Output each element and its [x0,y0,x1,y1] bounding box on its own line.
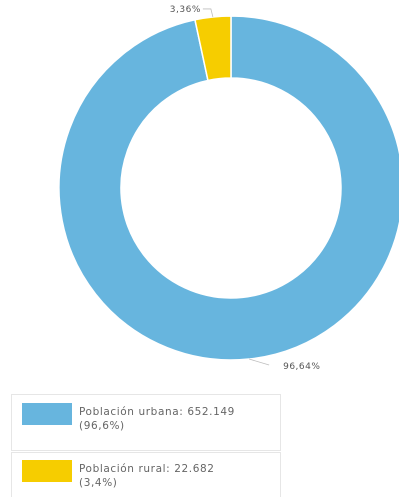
data-label-rural: 3,36% [170,5,201,15]
leader-line-rural [202,8,214,18]
legend-line-rural-percent: (3,4%) [79,477,118,489]
donut-slice-urban [58,15,399,361]
donut-slice-rural [194,15,232,82]
legend-line-urban-percent: (96,6%) [79,420,125,432]
leader-line-urban [249,358,270,366]
legend-label-rural: Población rural: 22.682 (3,4%) [79,462,215,490]
legend-line-urban-value: Población urbana: 652.149 [79,406,235,418]
data-label-urban: 96,64% [283,362,320,372]
legend-swatch-urban [22,403,72,425]
legend-label-urban: Población urbana: 652.149 (96,6%) [79,405,235,433]
legend-item-urban: Población urbana: 652.149 (96,6%) [11,394,281,451]
legend-line-rural-value: Población rural: 22.682 [79,463,215,475]
legend-item-rural: Población rural: 22.682 (3,4%) [11,452,281,497]
legend-swatch-rural [22,460,72,482]
